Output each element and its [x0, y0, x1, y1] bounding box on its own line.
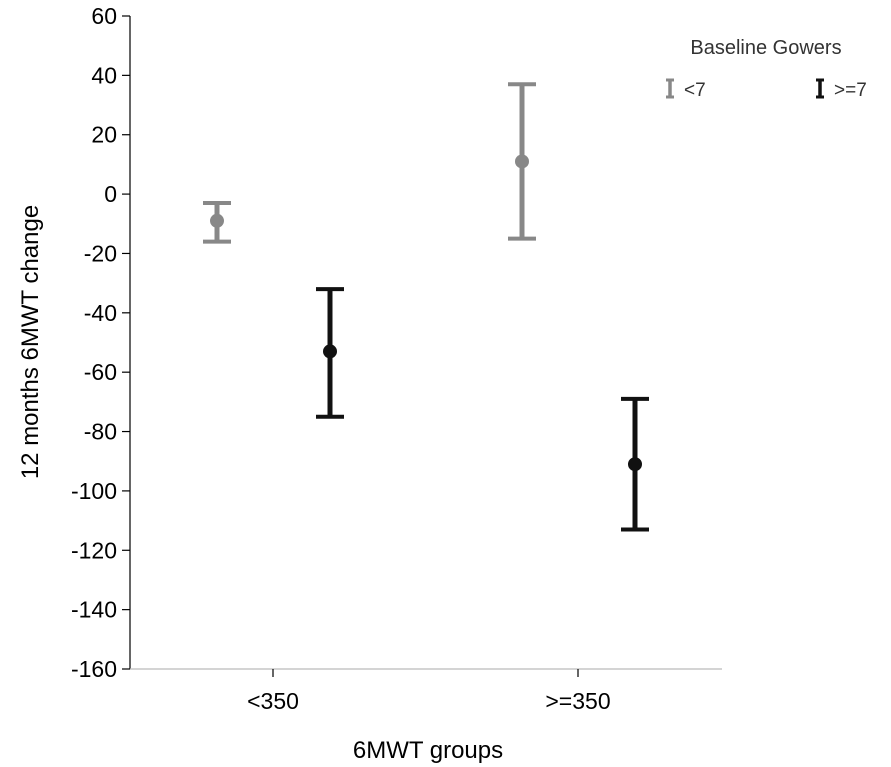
y-tick-label: -80 [84, 419, 117, 445]
y-tick-label: -120 [71, 537, 117, 563]
x-axis-title: 6MWT groups [353, 737, 503, 764]
y-tick-label: -20 [84, 240, 117, 266]
legend-items: <7 >=7 [666, 78, 867, 101]
x-tick-label: >=350 [545, 688, 610, 714]
x-ticks: <350 >=350 [247, 669, 611, 714]
y-ticks: 60 40 20 0 -20 -40 -60 -80 -100 -120 -140 -160 [71, 3, 130, 682]
legend: Baseline Gowers <7 >=7 [666, 37, 867, 101]
x-tick-label: <350 [247, 688, 299, 714]
y-tick-label: -40 [84, 300, 117, 326]
y-tick-label: 20 [91, 122, 117, 148]
series-group [203, 82, 536, 244]
mean-point [210, 213, 224, 228]
y-tick-label: 40 [91, 62, 117, 88]
legend-label: >=7 [834, 80, 867, 101]
legend-title: Baseline Gowers [690, 37, 841, 59]
axes [129, 16, 722, 670]
series-layer [203, 82, 649, 532]
mean-point [628, 457, 642, 472]
y-tick-label: -160 [71, 656, 117, 682]
y-tick-label: 0 [104, 181, 117, 207]
legend-item: <7 [666, 78, 706, 101]
legend-item: >=7 [816, 78, 867, 101]
y-tick-label: -100 [71, 478, 117, 504]
legend-label: <7 [684, 80, 706, 101]
mean-point [323, 344, 337, 359]
series-group [316, 287, 649, 532]
y-tick-label: -140 [71, 597, 117, 623]
y-axis-title: 12 months 6MWT change [17, 205, 44, 479]
y-tick-label: -60 [84, 359, 117, 385]
mean-point [515, 154, 529, 169]
y-tick-label: 60 [91, 3, 117, 29]
